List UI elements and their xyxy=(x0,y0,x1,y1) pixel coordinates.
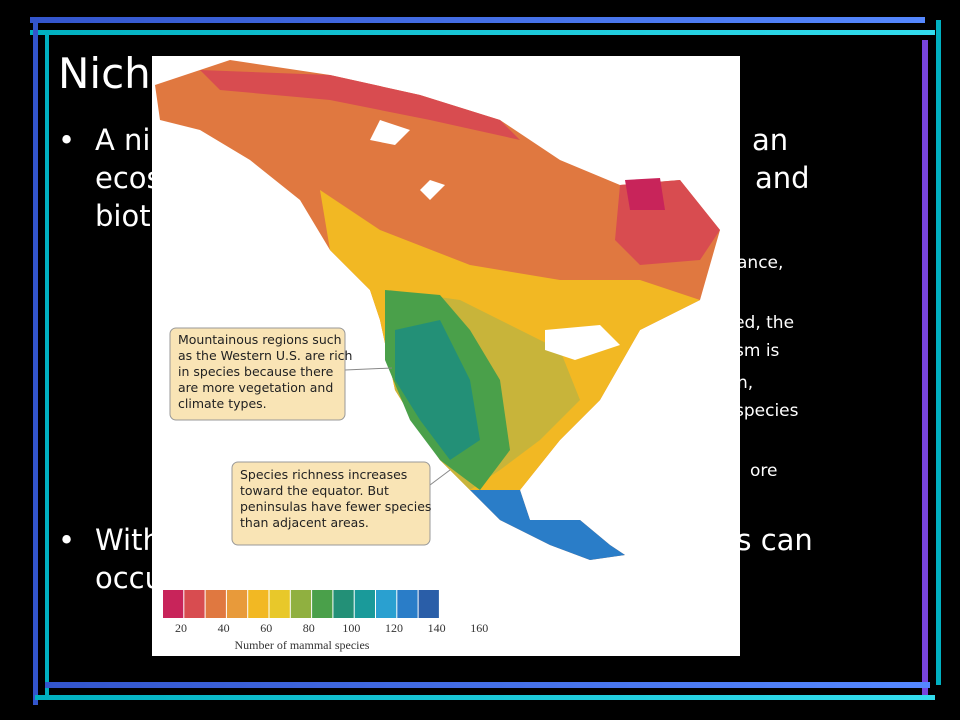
legend-tick-label: 20 xyxy=(175,621,187,635)
legend-tick-label: 60 xyxy=(260,621,272,635)
decor xyxy=(30,17,941,705)
text-fragment: an xyxy=(752,123,788,157)
legend-swatch xyxy=(184,590,205,618)
legend-swatch xyxy=(312,590,333,618)
legend-swatch xyxy=(290,590,312,618)
callout xyxy=(169,327,393,421)
text-fragment: n, xyxy=(737,373,753,393)
legend-swatch xyxy=(397,590,418,618)
text-fragment: sm is xyxy=(735,341,780,361)
bullet: • xyxy=(58,123,75,157)
text-fragment: A ni xyxy=(95,123,151,157)
legend-swatch xyxy=(226,590,248,618)
legend-swatch xyxy=(163,590,184,618)
legend-tick-label: 140 xyxy=(428,621,446,635)
text-fragment: ance, xyxy=(737,253,783,273)
text-fragment: biot xyxy=(95,199,151,233)
text-fragment: occu xyxy=(95,561,163,595)
text-fragment: With xyxy=(95,523,161,557)
callout-text: as the Western U.S. are rich xyxy=(178,348,352,363)
callout-text: in species because there xyxy=(178,364,334,379)
text-fragment: species xyxy=(735,401,799,421)
legend-swatch xyxy=(418,590,439,618)
slide-title: Nich xyxy=(58,49,151,98)
callout-text: than adjacent areas. xyxy=(240,515,369,530)
callout-text: climate types. xyxy=(178,396,267,411)
legend: 20 40 60 80 100 120 140 160 Number of mammal spe… xyxy=(163,590,488,652)
callout-text: toward the equator. But xyxy=(240,483,389,498)
bullet: • xyxy=(58,523,75,557)
text-fragment: and xyxy=(755,161,810,195)
legend-tick-label: 40 xyxy=(218,621,230,635)
legend-swatch xyxy=(333,590,354,618)
text-fragment: ecos xyxy=(95,161,162,195)
legend-tick-label: 120 xyxy=(385,621,403,635)
legend-swatch xyxy=(269,590,290,618)
legend-tick-label: 80 xyxy=(303,621,315,635)
text-fragment: ore xyxy=(750,461,777,481)
legend-tick-label: 100 xyxy=(342,621,360,635)
callout-text: Species richness increases xyxy=(240,467,407,482)
legend-tick-label: 160 xyxy=(470,621,488,635)
legend-swatch xyxy=(248,590,269,618)
legend-label: Number of mammal species xyxy=(235,638,370,652)
callout xyxy=(231,461,451,546)
legend-swatch xyxy=(376,590,397,618)
callout-text: Mountainous regions such xyxy=(178,332,342,347)
legend-swatch xyxy=(354,590,375,618)
legend-swatch xyxy=(205,590,226,618)
callout-text: peninsulas have fewer species xyxy=(240,499,431,514)
callout-text: are more vegetation and xyxy=(178,380,333,395)
